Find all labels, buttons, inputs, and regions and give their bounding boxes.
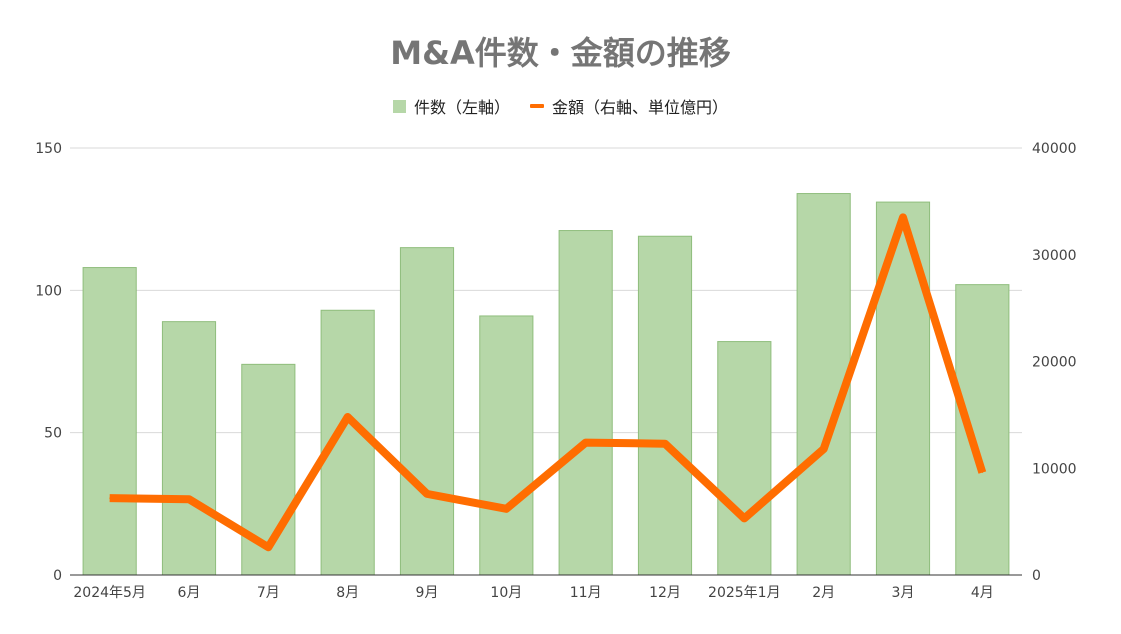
chart-title: M&A件数・金額の推移 xyxy=(390,34,731,72)
y-right-tick-label: 20000 xyxy=(1032,355,1077,371)
amount-point xyxy=(902,216,904,218)
legend-label-count: 件数（左軸） xyxy=(413,98,510,117)
legend-item-count: 件数（左軸） xyxy=(392,94,510,118)
x-tick-label: 8月 xyxy=(336,585,359,601)
amount-line xyxy=(109,213,987,552)
bar xyxy=(558,230,613,576)
x-tick-label: 3月 xyxy=(892,585,915,601)
amount-point xyxy=(347,416,349,418)
legend-item-amount: 金額（右軸、単位億円） xyxy=(530,94,728,118)
x-tick-label: 6月 xyxy=(178,585,201,601)
amount-point xyxy=(743,517,745,519)
y-right-tick-label: 40000 xyxy=(1032,141,1077,157)
x-tick-label: 2月 xyxy=(812,585,835,601)
bar xyxy=(796,193,851,576)
x-tick-label: 4月 xyxy=(971,585,994,601)
y-right-tick-label: 30000 xyxy=(1032,248,1077,264)
y-left-tick-label: 150 xyxy=(35,141,62,157)
bar xyxy=(637,235,693,576)
y-left-tick-label: 50 xyxy=(44,426,62,442)
amount-point xyxy=(505,508,507,510)
amount-point xyxy=(981,472,983,474)
x-tick-label: 10月 xyxy=(490,585,522,601)
x-tick-label: 2025年1月 xyxy=(708,585,781,601)
bar xyxy=(875,201,931,576)
x-tick-label: 9月 xyxy=(416,585,439,601)
x-tick-label: 2024年5月 xyxy=(73,585,146,601)
x-tick-label: 12月 xyxy=(649,585,681,601)
bar xyxy=(955,284,1010,576)
y-left-tick-label: 100 xyxy=(35,283,62,299)
y-right-tick-label: 10000 xyxy=(1032,461,1077,477)
bar xyxy=(717,341,772,576)
amount-point xyxy=(426,493,428,495)
x-tick-label: 11月 xyxy=(570,585,602,601)
x-tick-label: 7月 xyxy=(257,585,280,601)
amount-point xyxy=(664,443,666,445)
y-left-tick-label: 0 xyxy=(53,568,62,584)
bar xyxy=(161,321,217,576)
amount-point xyxy=(188,498,190,500)
legend: 件数（左軸） 金額（右軸、単位億円） xyxy=(0,94,1121,118)
bar xyxy=(479,315,534,576)
legend-swatch-amount xyxy=(530,104,544,108)
bar xyxy=(399,247,455,576)
bar xyxy=(82,267,137,576)
legend-label-amount: 金額（右軸、単位億円） xyxy=(552,98,729,117)
amount-point xyxy=(109,497,111,499)
legend-swatch-count xyxy=(392,99,406,113)
amount-point xyxy=(267,546,269,548)
amount-point xyxy=(823,448,825,450)
amount-point xyxy=(585,442,587,444)
y-right-tick-label: 0 xyxy=(1032,568,1041,584)
